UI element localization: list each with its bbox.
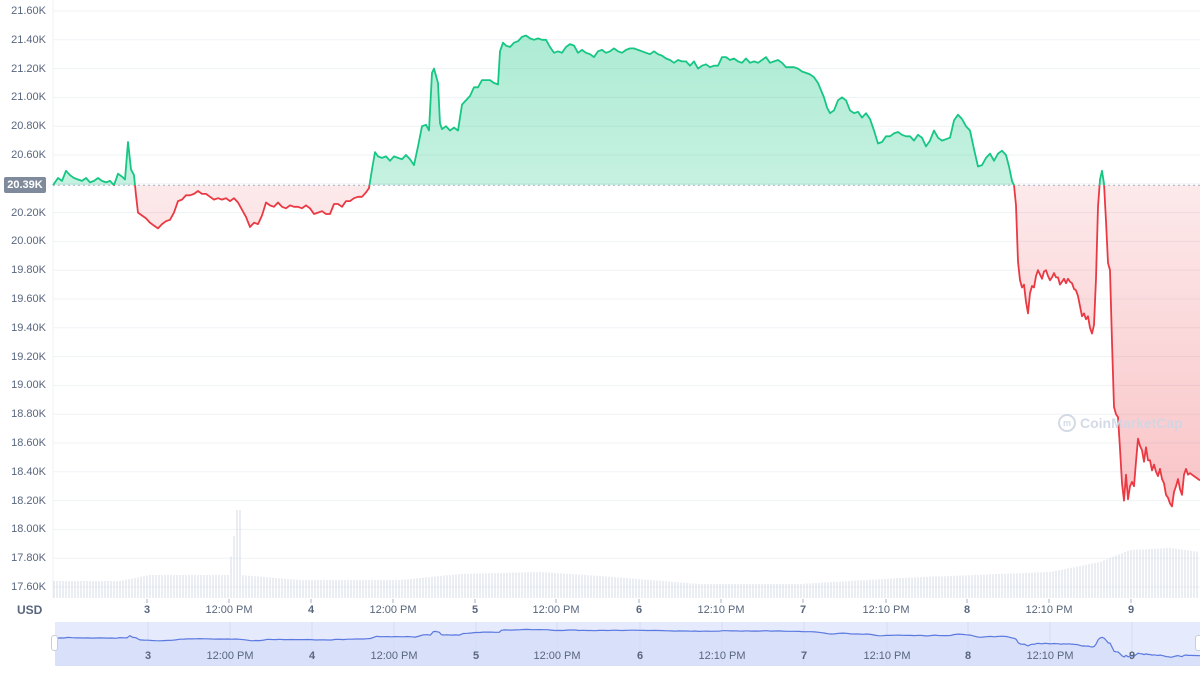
navigator-left-handle[interactable] bbox=[51, 635, 58, 651]
y-tick-label: 18.80K bbox=[11, 408, 46, 421]
x-tick-label: 12:10 PM bbox=[697, 604, 745, 616]
x-tick-label: 12:00 PM bbox=[205, 604, 253, 616]
y-tick-label: 21.40K bbox=[11, 33, 46, 46]
y-tick-label: 19.40K bbox=[11, 321, 46, 334]
navigator-right-handle[interactable] bbox=[1195, 635, 1200, 651]
x-tick-label: 12:00 PM bbox=[532, 604, 580, 616]
x-tick-label: 3 bbox=[143, 604, 151, 616]
watermark-text: CoinMarketCap bbox=[1080, 415, 1183, 431]
y-tick-label: 21.00K bbox=[11, 91, 46, 104]
y-tick-label: 20.60K bbox=[11, 149, 46, 161]
y-tick-label: 20.20K bbox=[11, 206, 46, 219]
y-tick-label: 19.00K bbox=[11, 379, 46, 392]
y-tick-label: 18.20K bbox=[11, 494, 46, 507]
x-tick-label: 7 bbox=[799, 604, 807, 616]
y-tick-label: 18.60K bbox=[11, 437, 46, 449]
y-tick-label: 19.60K bbox=[11, 293, 46, 305]
navigator-tick-label: 5 bbox=[472, 650, 480, 662]
navigator-tick-label: 3 bbox=[144, 650, 152, 662]
coinmarketcap-logo-icon: m bbox=[1058, 414, 1076, 432]
x-tick-label: 5 bbox=[471, 604, 479, 616]
x-tick-label: 12:10 PM bbox=[862, 604, 910, 616]
navigator-tick-label: 12:10 PM bbox=[698, 650, 746, 662]
navigator-tick-label: 9 bbox=[1128, 650, 1136, 662]
y-tick-label: 17.60K bbox=[11, 581, 46, 593]
navigator-tick-label: 7 bbox=[800, 650, 808, 662]
navigator-tick-label: 8 bbox=[964, 650, 972, 662]
y-tick-label: 21.20K bbox=[11, 62, 46, 75]
y-tick-label: 20.80K bbox=[11, 120, 46, 133]
y-tick-label: 18.00K bbox=[11, 523, 46, 536]
y-tick-label: 21.60K bbox=[11, 5, 46, 17]
x-tick-label: 9 bbox=[1127, 604, 1135, 616]
navigator-tick-label: 12:00 PM bbox=[370, 650, 418, 662]
x-tick-label: 12:10 PM bbox=[1025, 604, 1073, 616]
current-price-badge: 20.39K bbox=[4, 177, 46, 193]
navigator-tick-label: 6 bbox=[636, 650, 644, 662]
navigator-tick-label: 12:00 PM bbox=[533, 650, 581, 662]
y-tick-label: 18.40K bbox=[11, 465, 46, 478]
currency-label: USD bbox=[17, 603, 43, 617]
y-tick-label: 19.80K bbox=[11, 264, 46, 277]
y-tick-label: 17.80K bbox=[11, 552, 46, 565]
x-tick-label: 12:00 PM bbox=[369, 604, 417, 616]
y-tick-label: 20.00K bbox=[11, 235, 46, 248]
navigator-tick-label: 12:00 PM bbox=[206, 650, 254, 662]
navigator-tick-label: 12:10 PM bbox=[1026, 650, 1074, 662]
x-tick-label: 6 bbox=[635, 604, 643, 616]
y-tick-label: 19.20K bbox=[11, 350, 46, 363]
x-tick-label: 4 bbox=[307, 604, 315, 616]
navigator-tick-label: 12:10 PM bbox=[863, 650, 911, 662]
navigator-tick-label: 4 bbox=[308, 650, 316, 662]
x-tick-label: 8 bbox=[963, 604, 971, 616]
watermark: m CoinMarketCap bbox=[1058, 414, 1183, 432]
